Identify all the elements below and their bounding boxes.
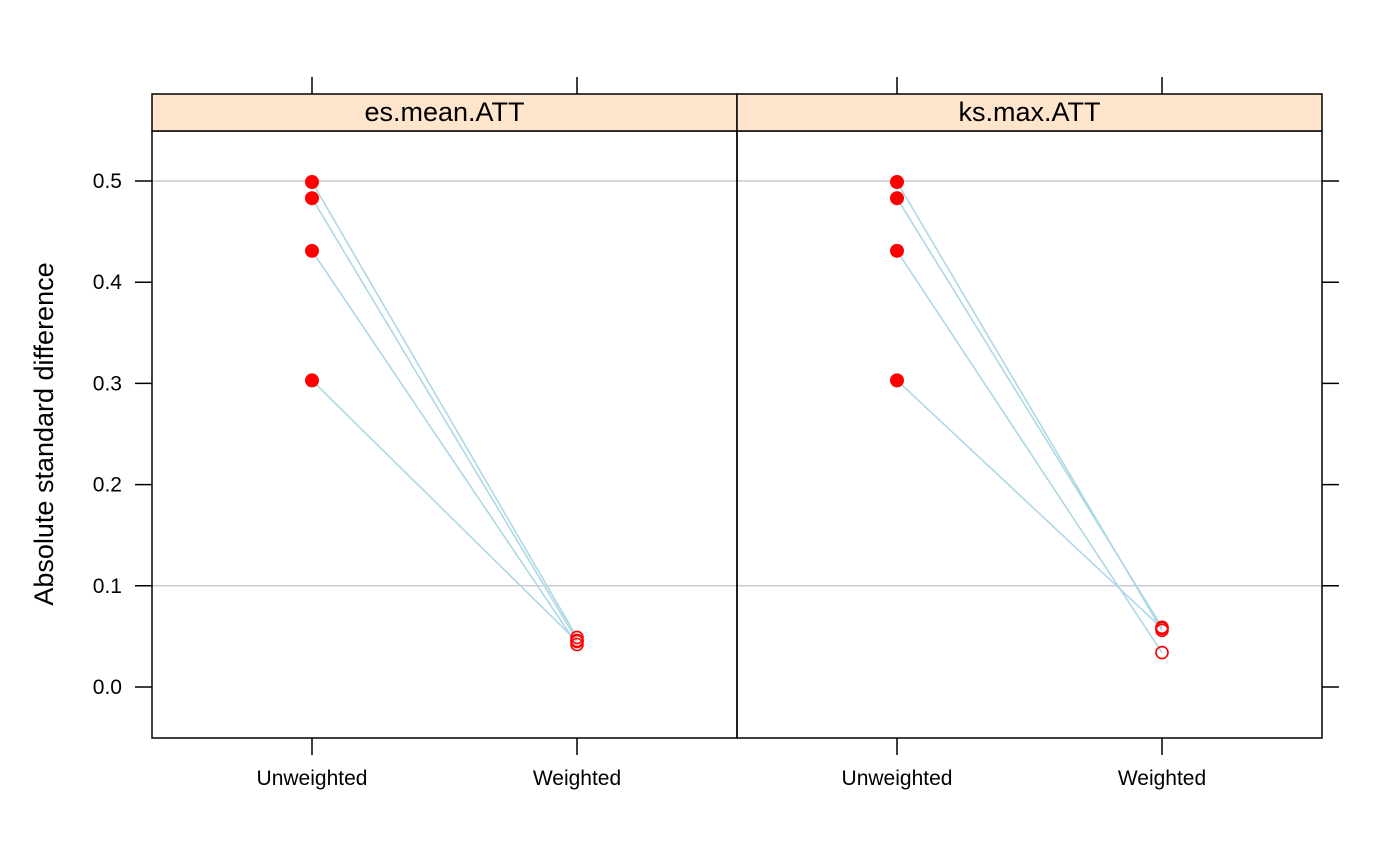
- panel-title: ks.max.ATT: [958, 97, 1100, 127]
- unweighted-point: [890, 243, 904, 258]
- weighted-point: [570, 634, 584, 649]
- x-tick-label: Unweighted: [842, 767, 953, 790]
- panel-strip: [151, 93, 738, 132]
- series-line: [311, 379, 578, 643]
- y-tick-label: 0.3: [93, 372, 122, 395]
- panel-strips: es.mean.ATT ks.max.ATT: [151, 93, 1323, 132]
- series-line: [896, 250, 1163, 654]
- unweighted-point: [890, 191, 904, 206]
- y-tick-label: 0.4: [93, 271, 123, 294]
- unweighted-point: [890, 175, 904, 190]
- y-axis-title: Absolute standard difference: [29, 262, 59, 605]
- unweighted-point: [305, 175, 319, 190]
- panel-frame: [151, 130, 738, 739]
- series-line: [896, 197, 1163, 628]
- y-tick-label: 0.5: [93, 170, 122, 193]
- axes: Unweighted Weighted Unweighted Weighted 0.0 0…: [93, 77, 1339, 790]
- y-tick-label: 0.0: [93, 676, 122, 699]
- reference-lines: [152, 180, 1322, 587]
- x-tick-label: Unweighted: [257, 767, 368, 790]
- series-lines: [311, 181, 1163, 654]
- data-points: [305, 175, 1169, 660]
- unweighted-point: [305, 373, 319, 388]
- weighted-point: [1155, 621, 1169, 636]
- unweighted-point: [305, 243, 319, 258]
- unweighted-point: [890, 373, 904, 388]
- unweighted-point: [305, 191, 319, 206]
- panel-title: es.mean.ATT: [364, 97, 524, 127]
- x-tick-label: Weighted: [1118, 767, 1206, 790]
- y-tick-label: 0.2: [93, 474, 122, 497]
- weighted-point: [1155, 645, 1169, 660]
- series-line: [311, 197, 578, 641]
- series-line: [311, 250, 578, 645]
- series-line: [896, 379, 1163, 629]
- y-tick-label: 0.1: [93, 575, 122, 598]
- panel-strip: [736, 93, 1323, 132]
- panel-frame: [736, 130, 1323, 739]
- series-line: [311, 181, 578, 638]
- panel-frames: [151, 130, 1323, 739]
- x-tick-label: Weighted: [533, 767, 621, 790]
